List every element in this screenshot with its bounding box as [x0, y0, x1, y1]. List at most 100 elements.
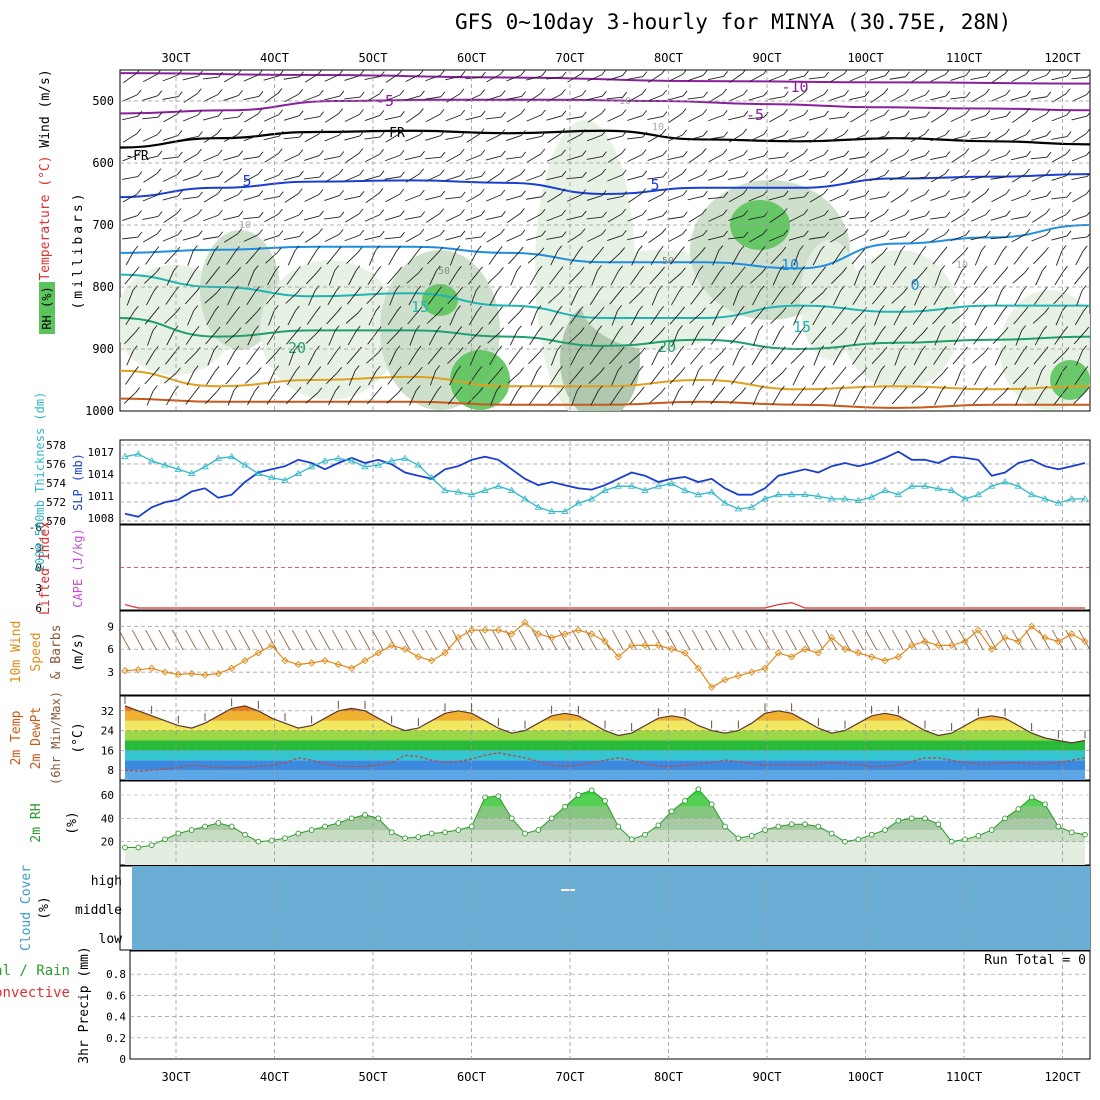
wind-barb	[143, 173, 158, 183]
thickness-point	[1027, 490, 1036, 498]
wind-barb-flag	[480, 231, 486, 238]
wind-barb	[793, 310, 801, 326]
thickness-point	[947, 486, 956, 493]
wind-barb	[627, 235, 643, 241]
wind-barb-flag	[902, 386, 908, 393]
wind-barb	[611, 370, 619, 386]
wind10-point	[548, 634, 556, 642]
wind-barb	[1013, 371, 1025, 385]
wind-barb-flag	[985, 149, 990, 155]
wind-barb	[869, 135, 886, 141]
rh2m-point	[788, 821, 795, 828]
wind-barb	[347, 330, 357, 346]
wind-barb	[227, 290, 235, 306]
wind-barb	[667, 216, 684, 220]
wind-barb	[751, 350, 761, 366]
wind10-point	[1068, 630, 1076, 638]
wind-barb	[126, 290, 134, 306]
wind-barb-flag	[1026, 90, 1031, 97]
rh2m-point	[1028, 794, 1035, 801]
wind-barb	[409, 390, 417, 406]
wind-barb	[509, 330, 518, 346]
wind-barb	[508, 291, 519, 305]
wind-barb-flag	[459, 88, 465, 95]
wind-barb	[407, 311, 419, 325]
thickness-point	[374, 461, 383, 468]
wind-barb	[142, 95, 158, 101]
wind-barb-flag	[983, 386, 988, 393]
wind10-barb	[358, 629, 371, 651]
rh-blob	[422, 284, 458, 316]
wind-barb-flag	[277, 88, 283, 94]
wind-barb-flag	[417, 366, 423, 373]
rh2m-tick: 20	[101, 836, 114, 849]
wind-barb-flag	[216, 287, 222, 294]
wind-barb	[609, 291, 621, 305]
wind-barb-flag	[943, 367, 949, 373]
wind-barb	[408, 350, 418, 366]
wind-barb	[1074, 310, 1084, 326]
wind10-point	[934, 641, 942, 650]
wind10-point	[1028, 622, 1036, 630]
wind-barb	[869, 235, 886, 241]
wind-barb-flag	[319, 111, 325, 117]
wind-barb	[708, 214, 724, 222]
wind-barb-flag	[721, 286, 726, 293]
wind-barb-flag	[339, 151, 345, 157]
wind-barb-flag	[298, 88, 304, 95]
thickness-point	[894, 490, 903, 498]
wind-barb-flag	[157, 111, 163, 118]
wind-barb	[830, 332, 844, 344]
wind-barb	[124, 331, 136, 345]
wind-barb-flag	[841, 306, 847, 312]
wind10-point	[961, 637, 969, 646]
wind-barb-flag	[1006, 231, 1011, 238]
wind-barb	[729, 392, 743, 404]
wind-barb-flag	[1065, 88, 1071, 95]
wind-barb-flag	[437, 346, 443, 353]
wind-barb-flag	[132, 285, 138, 291]
rh2m-units: (%)	[65, 811, 80, 834]
wind-barb	[770, 372, 783, 384]
wind-barb	[526, 114, 542, 122]
wind-barb-flag	[819, 345, 825, 351]
wind-barb	[284, 93, 299, 103]
wind-barb-flag	[237, 168, 242, 174]
wind-barb	[404, 95, 421, 101]
wind-barb-flag	[1023, 246, 1028, 252]
wind-barb	[809, 154, 825, 162]
wind-barb-flag	[779, 265, 785, 271]
wind10-barb	[505, 629, 518, 651]
wind-barb-flag	[965, 130, 971, 137]
wind-barb	[669, 371, 682, 385]
rh2m-point	[548, 815, 555, 822]
wind-barb-flag	[622, 230, 627, 236]
wind-barb-flag	[962, 386, 967, 392]
wind-barb	[1054, 270, 1064, 286]
thickness-point	[1081, 495, 1089, 502]
slp-tick: 1008	[88, 512, 115, 525]
wind-barb	[206, 310, 216, 326]
wind10-line	[124, 621, 1086, 689]
wind-barb	[811, 271, 823, 285]
wind-barb-flag	[638, 305, 643, 312]
wind-barb-flag	[783, 169, 788, 175]
wind-barb	[526, 153, 542, 163]
temp2m-line	[124, 705, 1086, 744]
cloud-label: Cloud Cover	[19, 865, 34, 951]
thickness-label: 1000-500mb Thickness (dm)	[33, 392, 47, 573]
wind-barb	[163, 213, 178, 223]
wind-barb	[709, 352, 722, 364]
wind-barb	[810, 292, 824, 304]
wind10-point	[201, 671, 209, 679]
wind-barb-flag	[743, 171, 749, 177]
wind-barb-flag	[682, 151, 688, 157]
wind-barb	[611, 310, 618, 326]
wind-barb-flag	[500, 189, 506, 196]
wind-barb	[688, 174, 704, 182]
wind-barb	[550, 350, 558, 366]
wind-barb-flag	[944, 229, 950, 235]
wind-barb	[833, 290, 841, 306]
wind-barb	[950, 135, 967, 141]
wind-barb-flag	[375, 305, 381, 312]
